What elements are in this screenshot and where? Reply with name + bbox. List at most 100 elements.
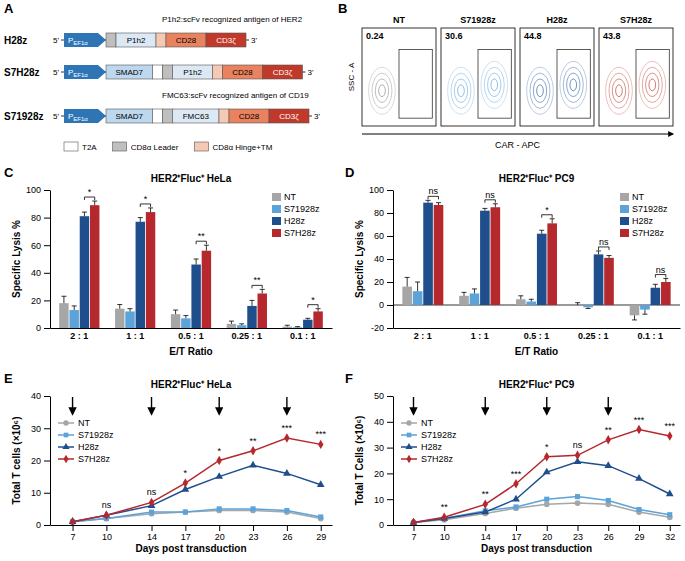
promoter xyxy=(64,33,106,47)
lines xyxy=(69,433,325,525)
tick-mark xyxy=(387,305,393,306)
legend-marker xyxy=(405,443,412,449)
legend-marker xyxy=(406,420,411,425)
tick: 0 xyxy=(36,323,50,333)
error-bar xyxy=(415,282,420,291)
error-stem xyxy=(665,279,666,282)
tick: 0.25 : 1 xyxy=(578,328,609,341)
plot-frame xyxy=(599,28,673,126)
series-marker xyxy=(543,468,551,475)
error-stem xyxy=(474,289,475,294)
significance-label: ** xyxy=(254,275,262,285)
gate-percent: 30.6 xyxy=(445,31,463,41)
tick: 20 xyxy=(31,296,50,306)
tick-mark xyxy=(444,525,445,531)
legend-label: NT xyxy=(284,192,296,202)
treatment-arrow xyxy=(485,397,486,414)
error-bar xyxy=(173,310,178,314)
chart-title: HER2⁺Fluc⁺ HeLa xyxy=(151,379,232,390)
tick-mark xyxy=(414,525,415,531)
bar xyxy=(237,325,246,328)
bar xyxy=(491,207,501,305)
part-label: CD28 xyxy=(232,68,253,77)
error-bar xyxy=(239,324,244,325)
error-stem xyxy=(130,309,131,312)
part xyxy=(116,33,156,47)
tick: -20 xyxy=(371,323,393,333)
bar xyxy=(181,318,190,328)
significance-bracket xyxy=(542,215,552,218)
tick-label: 23 xyxy=(249,532,259,542)
series-marker xyxy=(544,501,550,507)
bar xyxy=(227,324,236,328)
tick-label: 60 xyxy=(31,241,41,251)
error-cap xyxy=(194,259,199,260)
error-bar xyxy=(518,296,523,299)
tick-mark xyxy=(387,236,393,237)
tick: 40 xyxy=(374,417,393,427)
tick: 100 xyxy=(369,185,393,195)
error-cap xyxy=(518,295,523,296)
significance-bracket xyxy=(196,241,206,244)
tick-label: 80 xyxy=(31,213,41,223)
contour xyxy=(560,61,587,108)
series-marker xyxy=(512,495,520,502)
bar xyxy=(247,306,256,328)
tick: 1 : 1 xyxy=(126,328,144,341)
panel-label: C xyxy=(4,165,14,180)
tick-mark xyxy=(44,396,50,397)
tick-label: 60 xyxy=(374,231,384,241)
error-bar xyxy=(607,256,612,258)
series-marker xyxy=(318,440,323,449)
bar xyxy=(434,205,444,305)
treatment-arrow xyxy=(608,397,609,414)
error-cap xyxy=(72,305,77,306)
legend-marker xyxy=(406,455,411,464)
gate-percent: 0.24 xyxy=(366,31,384,41)
contour xyxy=(454,79,467,103)
panel-label: B xyxy=(338,1,347,16)
error-cap xyxy=(539,230,544,231)
y-label: SSC - A xyxy=(347,62,356,91)
tick-label: 20 xyxy=(215,532,225,542)
tick: 10 xyxy=(102,525,112,542)
tick-mark xyxy=(387,259,393,260)
error-stem xyxy=(541,230,542,233)
contour xyxy=(570,79,577,91)
contour xyxy=(481,61,508,108)
series-marker xyxy=(483,500,488,509)
y-axis-title: Total T cells (×10⁶) xyxy=(11,416,22,504)
error-bar xyxy=(148,208,153,212)
significance-label: *** xyxy=(634,415,645,425)
part-label: CD3ζ xyxy=(273,68,293,77)
tick-label: 80 xyxy=(374,208,384,218)
tick-mark xyxy=(44,493,50,494)
bar xyxy=(459,296,469,305)
tick: 29 xyxy=(316,525,326,542)
bar xyxy=(115,309,124,328)
error-bar xyxy=(61,296,66,303)
construct-name: S71928z xyxy=(4,111,43,122)
significance-bracket xyxy=(428,196,438,199)
significance-label: ** xyxy=(441,502,449,512)
significance-label: *** xyxy=(315,429,326,439)
significance-label: *** xyxy=(282,423,293,433)
error-stem xyxy=(196,259,197,265)
error-bar xyxy=(229,321,234,324)
series-marker xyxy=(183,478,188,487)
line-chart: 010203040710141720232629nsns**********NT… xyxy=(11,379,333,554)
chart-title: HER2⁺Fluc⁺ HeLa xyxy=(151,173,232,184)
error-bar xyxy=(493,204,498,207)
error-cap xyxy=(663,278,668,279)
significance-label: ** xyxy=(250,436,258,446)
series-line xyxy=(73,510,321,521)
contour xyxy=(642,67,662,102)
series-marker xyxy=(317,480,325,487)
tick-mark xyxy=(578,525,579,531)
error-cap xyxy=(461,292,466,293)
x-axis-title: E/T Ratio xyxy=(515,346,558,357)
error-bar xyxy=(642,310,647,315)
legend-swatch xyxy=(620,205,629,213)
error-cap xyxy=(653,284,658,285)
contour xyxy=(491,79,498,91)
